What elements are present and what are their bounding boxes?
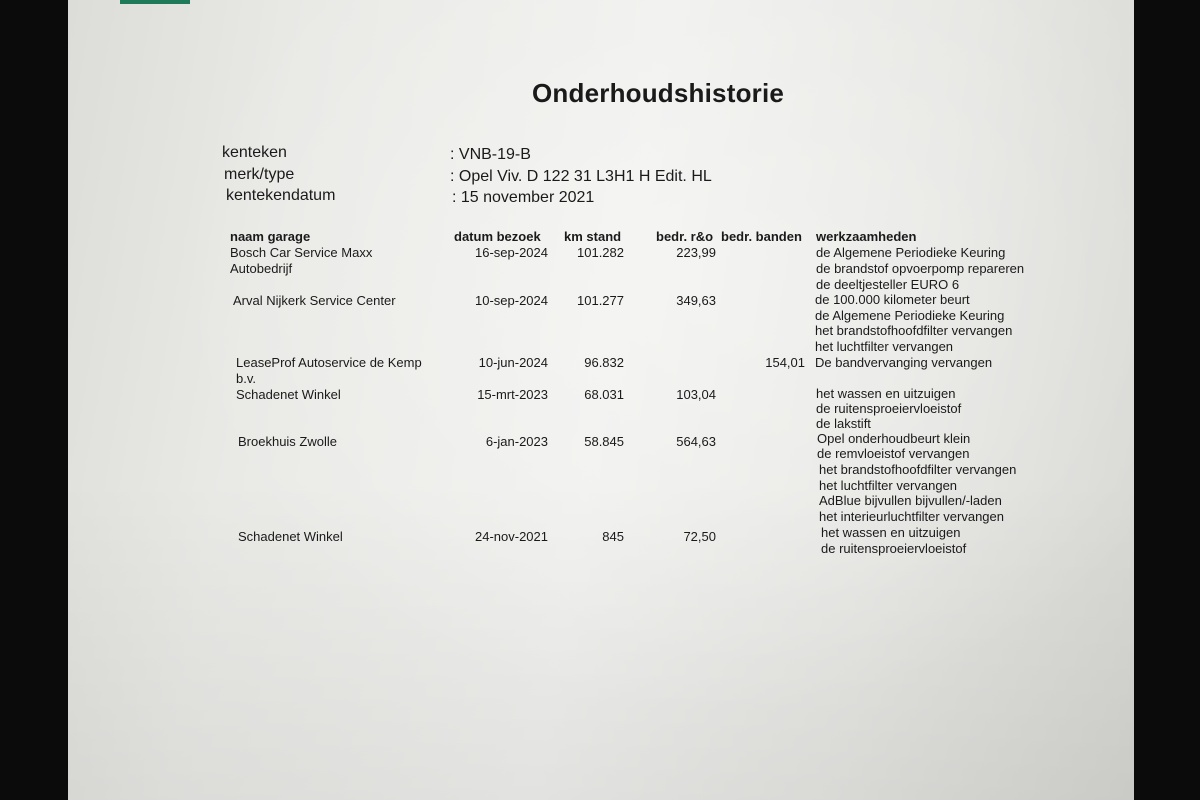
cell-km: 58.845 bbox=[584, 434, 624, 449]
cell-datum: 24-nov-2021 bbox=[475, 529, 548, 544]
cell-werkzaamheid: het luchtfilter vervangen bbox=[819, 478, 958, 493]
cell-werkzaamheid: de 100.000 kilometer beurt bbox=[815, 292, 970, 307]
cell-datum: 10-jun-2024 bbox=[478, 355, 548, 370]
document-paper bbox=[68, 0, 1134, 800]
page-title: Onderhoudshistorie bbox=[532, 78, 785, 108]
cell-werkzaamheid: het interieurluchtfilter vervangen bbox=[819, 509, 1004, 524]
cell-datum: 16-sep-2024 bbox=[475, 245, 548, 260]
cell-werkzaamheid: het brandstofhoofdfilter vervangen bbox=[815, 323, 1013, 338]
cell-werkzaamheid: de deeltjesteller EURO 6 bbox=[816, 277, 960, 292]
cell-werkzaamheid: het wassen en uitzuigen bbox=[816, 386, 956, 401]
cell-garage: b.v. bbox=[236, 371, 256, 386]
cell-garage: Broekhuis Zwolle bbox=[238, 434, 337, 449]
cell-banden: 154,01 bbox=[765, 355, 805, 370]
cell-datum: 10-sep-2024 bbox=[475, 293, 548, 308]
cell-werkzaamheid: Opel onderhoudbeurt klein bbox=[817, 431, 971, 446]
kentekendatum-value: : 15 november 2021 bbox=[452, 189, 595, 206]
cell-datum: 6-jan-2023 bbox=[485, 434, 548, 449]
cell-km: 96.832 bbox=[584, 355, 624, 370]
cell-km: 845 bbox=[602, 529, 624, 544]
header-werkzaamheden: werkzaamheden bbox=[816, 229, 917, 244]
cell-werkzaamheid: de ruitensproeiervloeistof bbox=[821, 541, 967, 556]
cell-werkzaamheid: de brandstof opvoerpomp repareren bbox=[816, 261, 1025, 276]
kenteken-label: kenteken bbox=[222, 144, 287, 161]
logo-strip bbox=[120, 0, 190, 4]
cell-werkzaamheid: de Algemene Periodieke Keuring bbox=[816, 245, 1006, 260]
cell-ro: 349,63 bbox=[676, 293, 716, 308]
cell-km: 101.277 bbox=[577, 293, 624, 308]
cell-ro: 103,04 bbox=[676, 387, 716, 402]
cell-ro: 223,99 bbox=[676, 245, 716, 260]
cell-garage: Arval Nijkerk Service Center bbox=[233, 293, 396, 308]
cell-werkzaamheid: de Algemene Periodieke Keuring bbox=[815, 308, 1005, 323]
cell-werkzaamheid: de ruitensproeiervloeistof bbox=[816, 401, 962, 416]
header-garage: naam garage bbox=[230, 229, 311, 244]
header-ro: bedr. r&o bbox=[656, 229, 714, 244]
cell-werkzaamheid: de remvloeistof vervangen bbox=[817, 446, 970, 461]
header-km: km stand bbox=[564, 229, 622, 244]
cell-km: 101.282 bbox=[577, 245, 624, 260]
cell-werkzaamheid: De bandvervanging vervangen bbox=[815, 355, 993, 370]
cell-garage: Schadenet Winkel bbox=[238, 529, 343, 544]
cell-garage: LeaseProf Autoservice de Kemp bbox=[236, 355, 422, 370]
header-datum: datum bezoek bbox=[454, 229, 541, 244]
cell-ro: 72,50 bbox=[683, 529, 716, 544]
cell-werkzaamheid: het brandstofhoofdfilter vervangen bbox=[819, 462, 1017, 477]
kentekendatum-label: kentekendatum bbox=[226, 187, 336, 204]
header-banden: bedr. banden bbox=[721, 229, 802, 244]
cell-werkzaamheid: het luchtfilter vervangen bbox=[815, 339, 954, 354]
cell-km: 68.031 bbox=[584, 387, 624, 402]
kenteken-value: : VNB-19-B bbox=[450, 146, 531, 163]
type-value: : Opel Viv. D 122 31 L3H1 H Edit. HL bbox=[450, 168, 712, 185]
cell-werkzaamheid: de lakstift bbox=[816, 416, 871, 431]
type-label: merk/type bbox=[224, 166, 295, 183]
cell-werkzaamheid: het wassen en uitzuigen bbox=[821, 525, 961, 540]
cell-werkzaamheid: AdBlue bijvullen bijvullen/-laden bbox=[819, 493, 1002, 508]
cell-ro: 564,63 bbox=[676, 434, 716, 449]
cell-garage: Autobedrijf bbox=[230, 261, 293, 276]
cell-garage: Bosch Car Service Maxx bbox=[230, 245, 373, 260]
cell-datum: 15-mrt-2023 bbox=[477, 387, 548, 402]
cell-garage: Schadenet Winkel bbox=[236, 387, 341, 402]
